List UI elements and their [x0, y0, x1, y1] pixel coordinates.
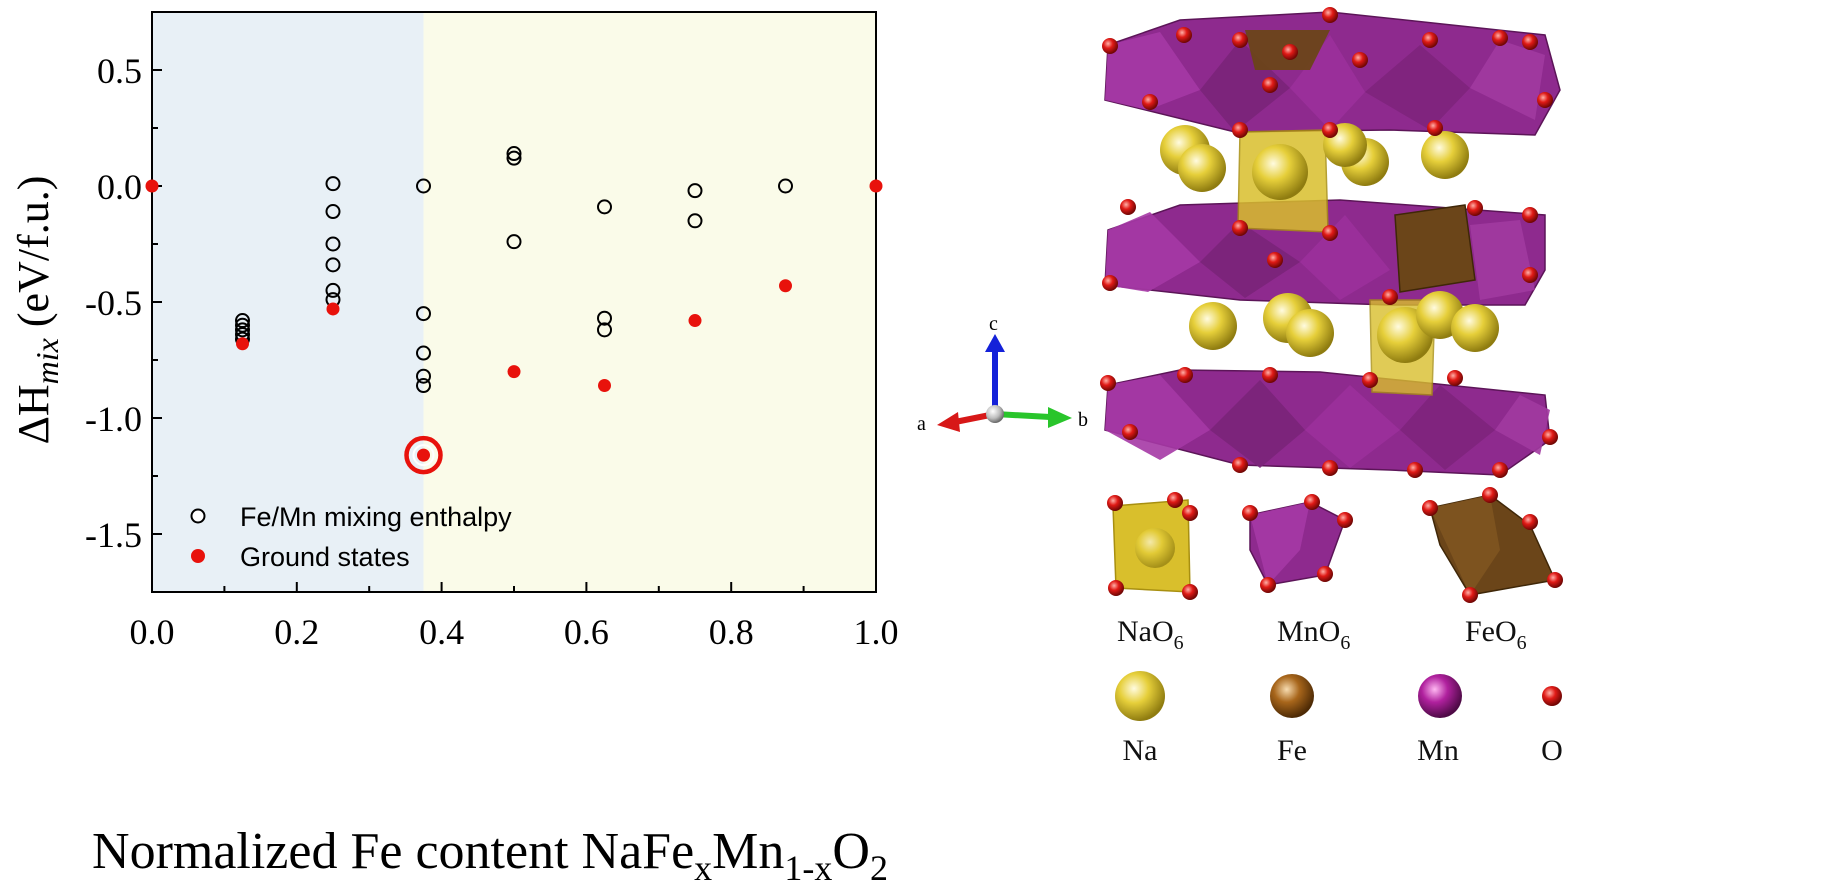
region-0: [152, 12, 424, 592]
shaded-regions: [152, 12, 876, 592]
atom-legend: Na Fe Mn O: [1115, 671, 1563, 767]
label-fe: Fe: [1277, 734, 1307, 767]
x-tick-label: 0.2: [274, 612, 319, 652]
axis-label-a: a: [917, 413, 926, 435]
axis-ticks: 0.0 0.2 0.4 0.6 0.8 1.0 0.5 0.0 -0.5 -1.0 -1.5: [85, 51, 899, 652]
x-tick-label: 0.8: [709, 612, 754, 652]
mixing-enthalpy-point: [325, 236, 341, 252]
mixing-enthalpy-point: [416, 178, 431, 194]
legend: Fe/Mn mixing enthalpy Ground states: [190, 502, 512, 572]
na-atoms: [1160, 123, 1499, 363]
mixing-enthalpy-point: [416, 368, 431, 384]
ground-state-point: [869, 179, 883, 193]
y-tick-label: 0.5: [97, 51, 142, 91]
o-atom-icon: [1542, 686, 1562, 706]
legend-filled-marker: [191, 549, 205, 563]
mno6-polyhedron-icon: [1242, 494, 1353, 593]
ground-state-point: [688, 314, 702, 328]
mixing-enthalpy-point: [687, 183, 703, 199]
mixing-enthalpy-point: [506, 234, 522, 250]
mno6-layer-middle: [1104, 199, 1546, 306]
mixing-enthalpy-point: [325, 257, 341, 273]
polyhedra-legend: NaO6 MnO6 FeO6: [1107, 487, 1563, 654]
mixing-enthalpy-point: [235, 322, 250, 338]
legend-label-mixing: Fe/Mn mixing enthalpy: [240, 502, 512, 532]
ground-state-point: [417, 448, 430, 462]
legend-label-ground: Ground states: [240, 542, 410, 572]
y-axis-title: ΔHmix (eV/f.u.): [9, 176, 65, 445]
y-tick-label: -0.5: [85, 283, 142, 323]
fe-atom-icon: [1270, 674, 1314, 718]
y-tick-label: -1.0: [85, 399, 142, 439]
label-mn: Mn: [1417, 734, 1459, 767]
ground-state-point: [236, 337, 249, 351]
label-feo6: FeO6: [1465, 615, 1527, 654]
axis-label-b: b: [1078, 409, 1088, 431]
data-markers: [145, 146, 883, 475]
x-tick-label: 0.0: [130, 612, 175, 652]
ground-state-point: [598, 379, 611, 393]
label-na: Na: [1123, 734, 1158, 767]
mixing-enthalpy-point: [597, 199, 612, 215]
mixing-enthalpy-point: [597, 310, 612, 326]
y-tick-label: 0.0: [97, 167, 142, 207]
mno6-layer-bottom: [1104, 369, 1551, 476]
mixing-enthalpy-point: [778, 178, 793, 194]
label-mno6: MnO6: [1277, 615, 1350, 654]
mixing-enthalpy-point: [506, 146, 522, 162]
ground-state-point: [779, 279, 792, 293]
ground-state-point: [145, 179, 159, 193]
y-tick-label: -1.5: [85, 515, 142, 555]
highlight-ring: [404, 435, 443, 475]
axis-label-c: c: [989, 313, 998, 335]
mixing-enthalpy-point: [687, 213, 703, 229]
mixing-enthalpy-point: [325, 176, 341, 192]
mixing-enthalpy-point: [416, 345, 431, 361]
mixing-enthalpy-point: [416, 378, 431, 394]
mixing-enthalpy-chart: 0.0 0.2 0.4 0.6 0.8 1.0 0.5 0.0 -0.5 -1.0 -1.5 ΔHm…: [9, 11, 899, 886]
mn-atom-icon: [1418, 674, 1462, 718]
mno6-layer-top: [1104, 11, 1561, 136]
na-atom-icon: [1115, 671, 1165, 721]
label-o: O: [1541, 734, 1563, 767]
highlight-inner-gap: [412, 444, 435, 467]
mixing-enthalpy-point: [325, 204, 341, 220]
x-tick-label: 1.0: [854, 612, 899, 652]
x-tick-label: 0.4: [419, 612, 464, 652]
legend-open-marker: [190, 508, 206, 524]
ground-state-point: [326, 302, 340, 316]
x-axis-title: Normalized Fe content NaFexMn1-xO2: [92, 823, 888, 886]
mixing-enthalpy-point: [416, 306, 431, 322]
label-nao6: NaO6: [1117, 615, 1184, 654]
crystal-structure: c b a NaO6 MnO6 FeO6: [917, 7, 1563, 767]
mixing-enthalpy-point: [325, 282, 341, 298]
ground-state-point: [507, 365, 521, 379]
region-1: [423, 12, 876, 592]
feo6-polyhedron-icon: [1422, 487, 1563, 603]
crystal-axis-triad: c b a: [917, 313, 1088, 435]
x-tick-label: 0.6: [564, 612, 609, 652]
mixing-enthalpy-point: [506, 150, 522, 166]
mixing-enthalpy-point: [597, 322, 612, 338]
nao6-polyhedron-icon: [1107, 492, 1198, 600]
o-atoms: [1100, 7, 1558, 478]
